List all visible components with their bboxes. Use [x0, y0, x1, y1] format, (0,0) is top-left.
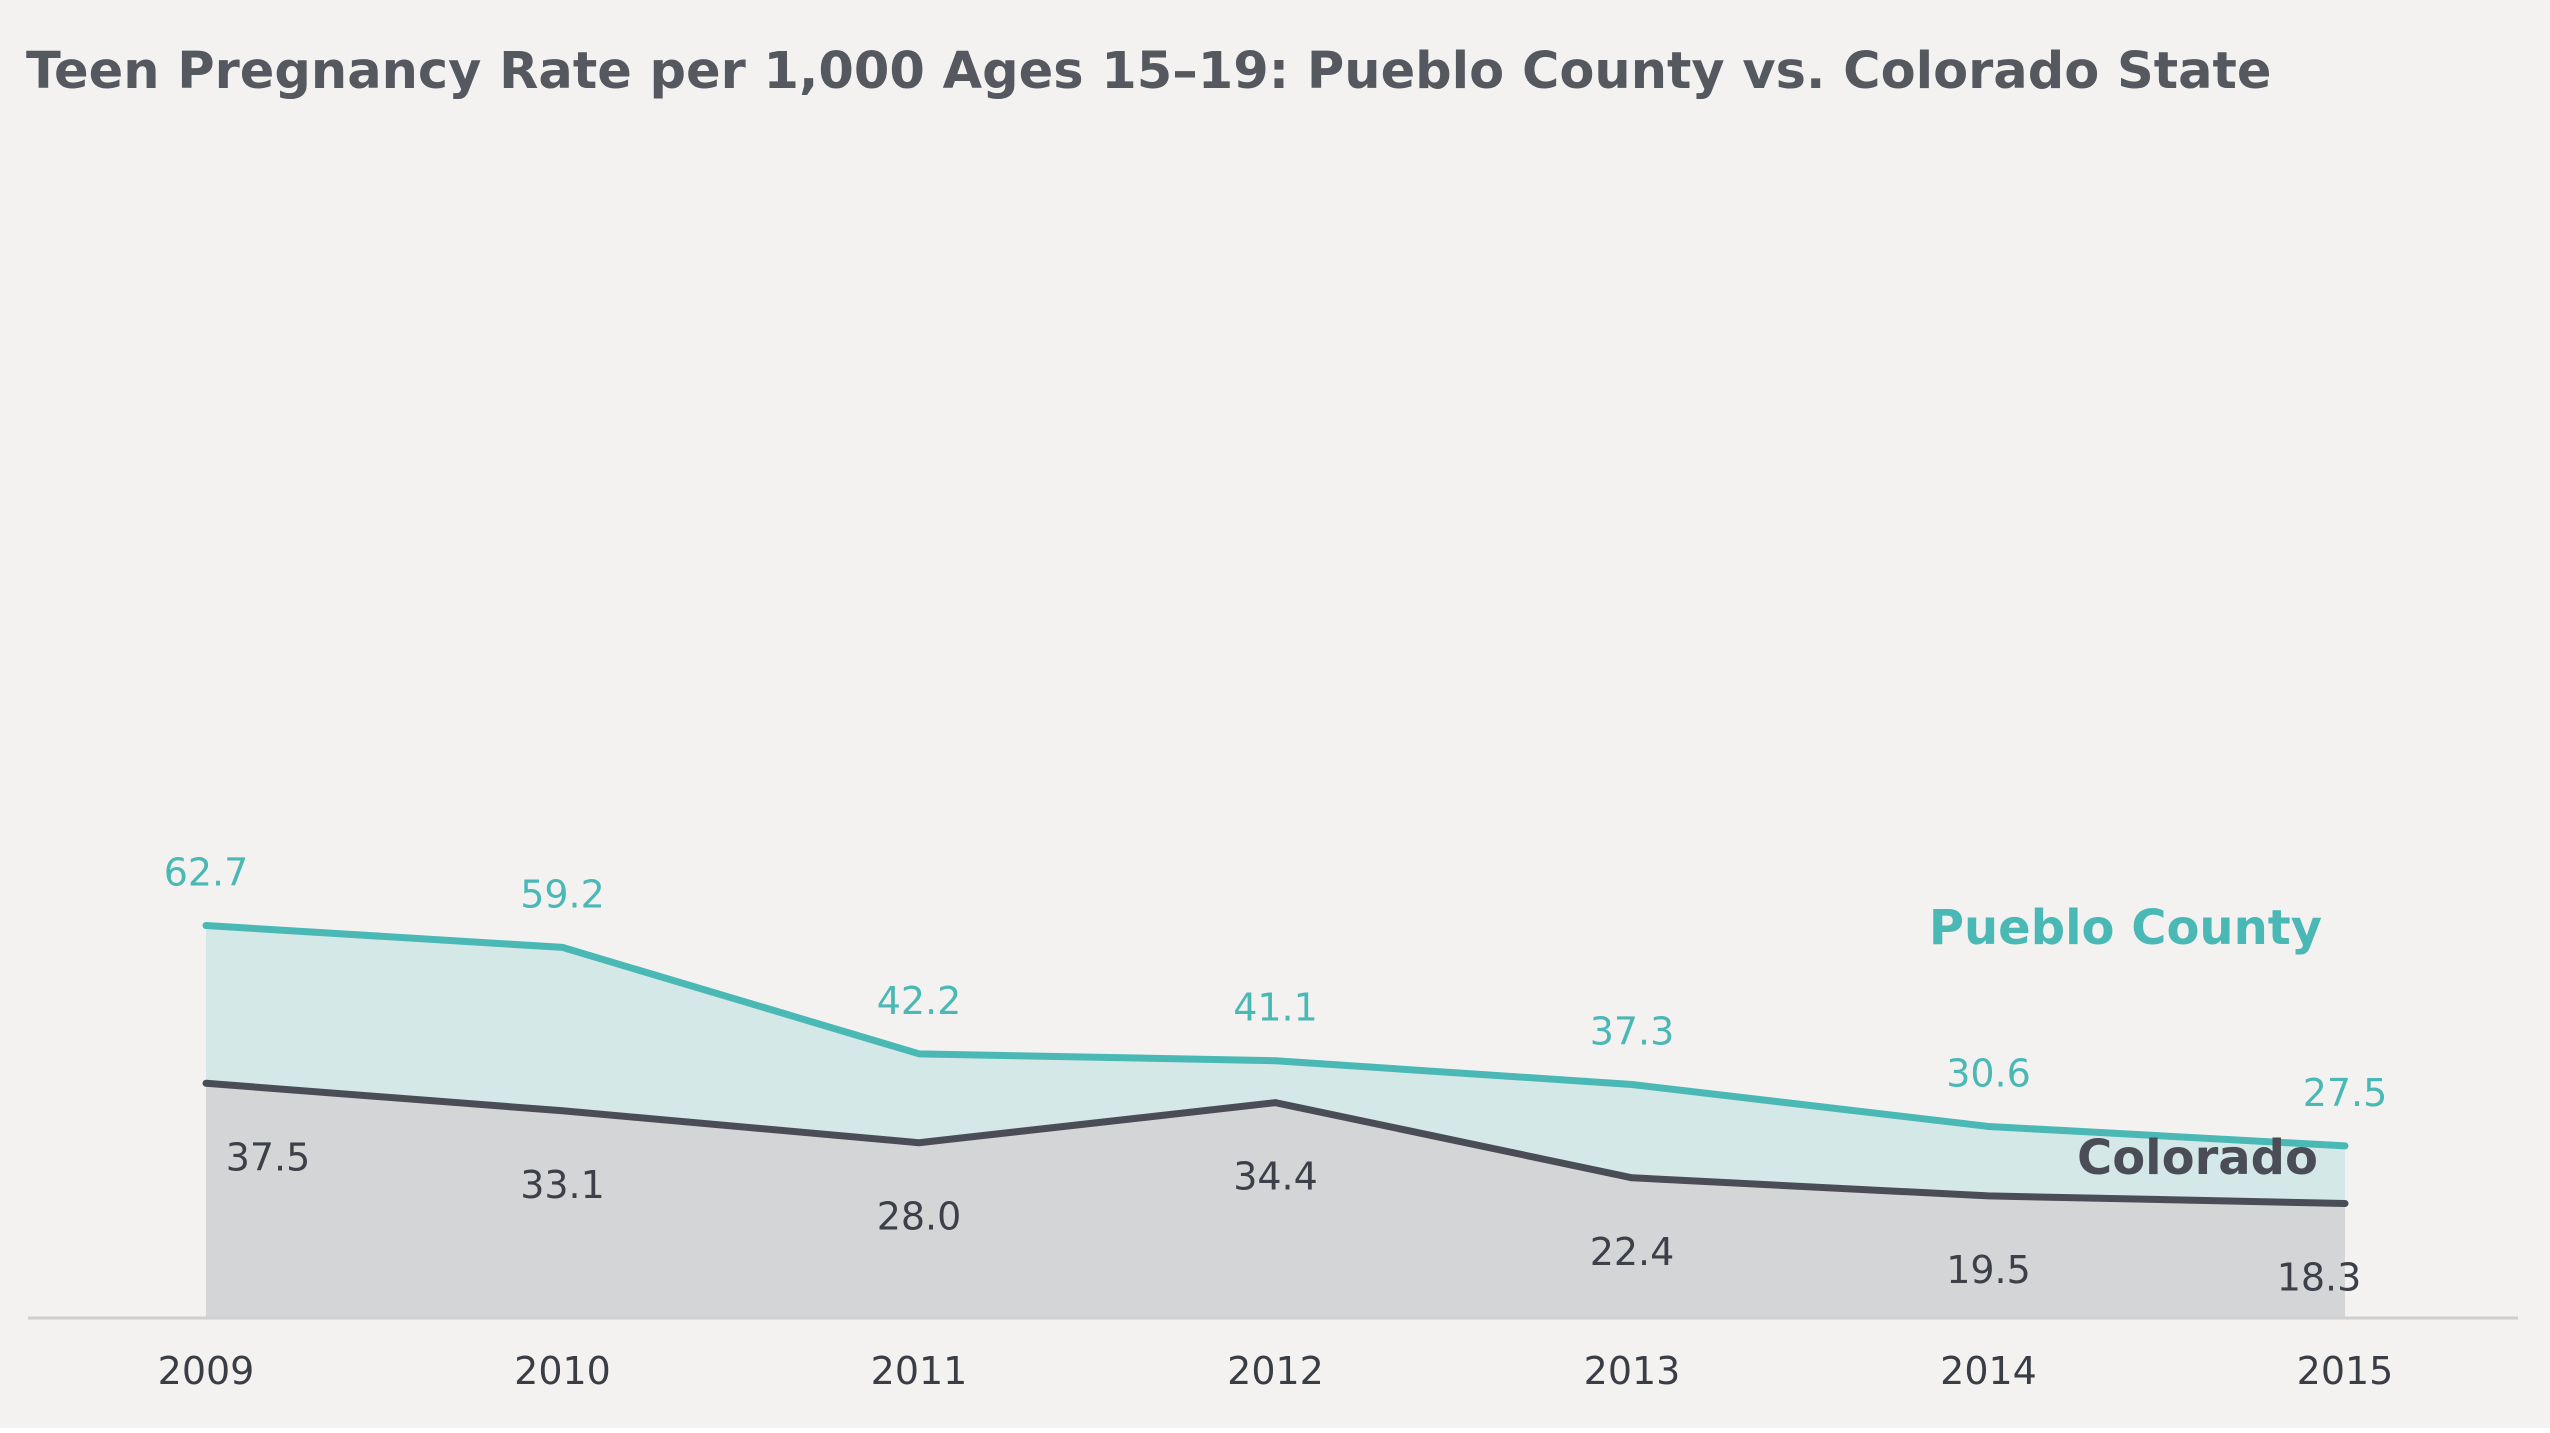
- pueblo-county-value-label: 59.2: [520, 872, 605, 916]
- colorado-value-label: 37.5: [226, 1135, 311, 1179]
- x-tick-labels: 2009 2010 2011 2012 2013 2014 2015: [158, 1349, 2394, 1393]
- colorado-value-label: 22.4: [1590, 1230, 1675, 1274]
- line-pueblo-county: [202, 921, 2349, 1150]
- x-tick-label-2012: 2012: [1227, 1349, 1324, 1393]
- x-tick-label-2014: 2014: [1940, 1349, 2037, 1393]
- pueblo-county-value-label: 30.6: [1946, 1051, 2031, 1095]
- pueblo-county-value-label: 27.5: [2303, 1071, 2388, 1115]
- x-tick-label-2009: 2009: [158, 1349, 255, 1393]
- legend-pueblo-county: Pueblo County: [1929, 900, 2322, 956]
- chart-title: Teen Pregnancy Rate per 1,000 Ages 15–19…: [26, 42, 2272, 101]
- area-colorado: [206, 1083, 2345, 1318]
- colorado-value-label: 28.0: [877, 1195, 962, 1239]
- legend-colorado: Colorado: [2077, 1130, 2318, 1186]
- x-tick-label-2013: 2013: [1584, 1349, 1681, 1393]
- x-tick-label-2015: 2015: [2297, 1349, 2394, 1393]
- data-labels: 62.7 59.2 42.2 41.1 37.3 30.6 27.5 37.5 33.1 28.0…: [164, 850, 2388, 1299]
- colorado-value-label: 33.1: [520, 1163, 605, 1207]
- pueblo-county-value-label: 41.1: [1233, 986, 1318, 1030]
- x-tick-label-2011: 2011: [871, 1349, 968, 1393]
- pueblo-county-value-label: 42.2: [877, 979, 962, 1023]
- line-colorado: [202, 1079, 2349, 1207]
- colorado-value-label: 34.4: [1233, 1155, 1318, 1199]
- line-layer: [202, 921, 2349, 1207]
- area-layer: [206, 925, 2345, 1318]
- pueblo-county-value-label: 62.7: [164, 850, 249, 894]
- pueblo-county-value-label: 37.3: [1590, 1010, 1675, 1054]
- x-tick-label-2010: 2010: [514, 1349, 611, 1393]
- colorado-value-label: 18.3: [2277, 1255, 2362, 1299]
- colorado-value-label: 19.5: [1946, 1248, 2031, 1292]
